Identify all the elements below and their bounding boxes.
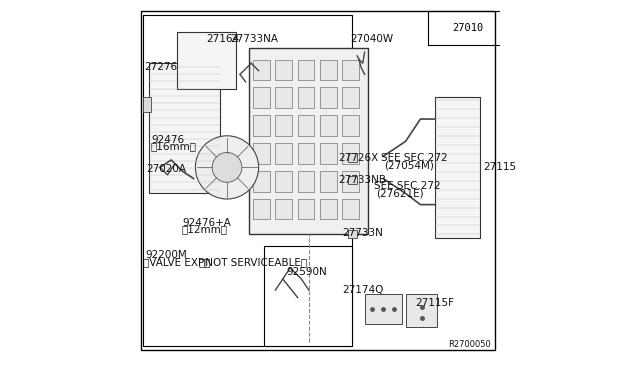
Bar bbox=[275, 60, 292, 80]
Text: 27733NA: 27733NA bbox=[230, 34, 278, 44]
Text: （12mm）: （12mm） bbox=[181, 225, 227, 234]
Text: 27115F: 27115F bbox=[415, 298, 454, 308]
Text: 27115: 27115 bbox=[484, 163, 517, 172]
Bar bbox=[406, 294, 437, 327]
Text: 27726X: 27726X bbox=[338, 153, 378, 163]
Bar bbox=[253, 143, 270, 164]
Bar bbox=[298, 87, 314, 108]
Text: 27040W: 27040W bbox=[351, 34, 394, 44]
Bar bbox=[253, 171, 270, 192]
Text: （16mm）: （16mm） bbox=[150, 141, 196, 151]
Bar bbox=[320, 143, 337, 164]
Circle shape bbox=[195, 136, 259, 199]
Text: 92476+A: 92476+A bbox=[182, 218, 231, 228]
Bar bbox=[320, 87, 337, 108]
Bar bbox=[320, 199, 337, 219]
Text: 92590N: 92590N bbox=[287, 267, 327, 277]
Bar bbox=[342, 143, 359, 164]
Bar bbox=[253, 87, 270, 108]
Text: （VALVE EXP）: （VALVE EXP） bbox=[143, 257, 211, 267]
Bar bbox=[253, 115, 270, 136]
Text: (27621E): (27621E) bbox=[376, 189, 424, 198]
Bar bbox=[275, 171, 292, 192]
Bar bbox=[143, 97, 151, 112]
Bar bbox=[348, 176, 357, 184]
Bar bbox=[342, 199, 359, 219]
Text: （NOT SERVICEABLE）: （NOT SERVICEABLE） bbox=[199, 257, 307, 267]
Text: 27020A: 27020A bbox=[146, 164, 186, 174]
Circle shape bbox=[212, 153, 242, 182]
Bar bbox=[435, 97, 480, 238]
Text: 27733N: 27733N bbox=[342, 228, 383, 237]
Bar bbox=[275, 87, 292, 108]
Bar bbox=[348, 153, 357, 162]
Text: R2700050: R2700050 bbox=[449, 340, 491, 349]
Bar bbox=[250, 48, 369, 234]
Bar bbox=[253, 60, 270, 80]
Bar bbox=[177, 32, 236, 89]
Bar bbox=[275, 199, 292, 219]
Bar bbox=[298, 115, 314, 136]
Text: 27733NB: 27733NB bbox=[338, 176, 386, 185]
Text: SEE SEC.272: SEE SEC.272 bbox=[381, 153, 448, 163]
Bar bbox=[342, 87, 359, 108]
Bar bbox=[320, 171, 337, 192]
Text: 92476: 92476 bbox=[152, 135, 185, 144]
Bar bbox=[149, 63, 220, 193]
Bar bbox=[320, 115, 337, 136]
Bar bbox=[298, 60, 314, 80]
Bar bbox=[143, 15, 351, 346]
Text: (27054M): (27054M) bbox=[384, 161, 434, 170]
Text: SEE SEC.272: SEE SEC.272 bbox=[374, 181, 440, 191]
Text: 27010: 27010 bbox=[452, 23, 483, 33]
Bar bbox=[342, 115, 359, 136]
Bar bbox=[342, 171, 359, 192]
Bar bbox=[298, 143, 314, 164]
Bar bbox=[365, 294, 402, 324]
Text: 27164: 27164 bbox=[207, 34, 239, 44]
Bar bbox=[342, 60, 359, 80]
Text: 27174Q: 27174Q bbox=[342, 285, 384, 295]
Bar bbox=[275, 143, 292, 164]
Bar bbox=[253, 199, 270, 219]
Bar bbox=[298, 171, 314, 192]
Bar bbox=[275, 115, 292, 136]
Bar bbox=[320, 60, 337, 80]
Text: 92200M: 92200M bbox=[145, 250, 187, 260]
Bar bbox=[264, 246, 351, 346]
Bar bbox=[298, 199, 314, 219]
Text: 27276: 27276 bbox=[144, 62, 177, 72]
Bar bbox=[348, 230, 357, 238]
